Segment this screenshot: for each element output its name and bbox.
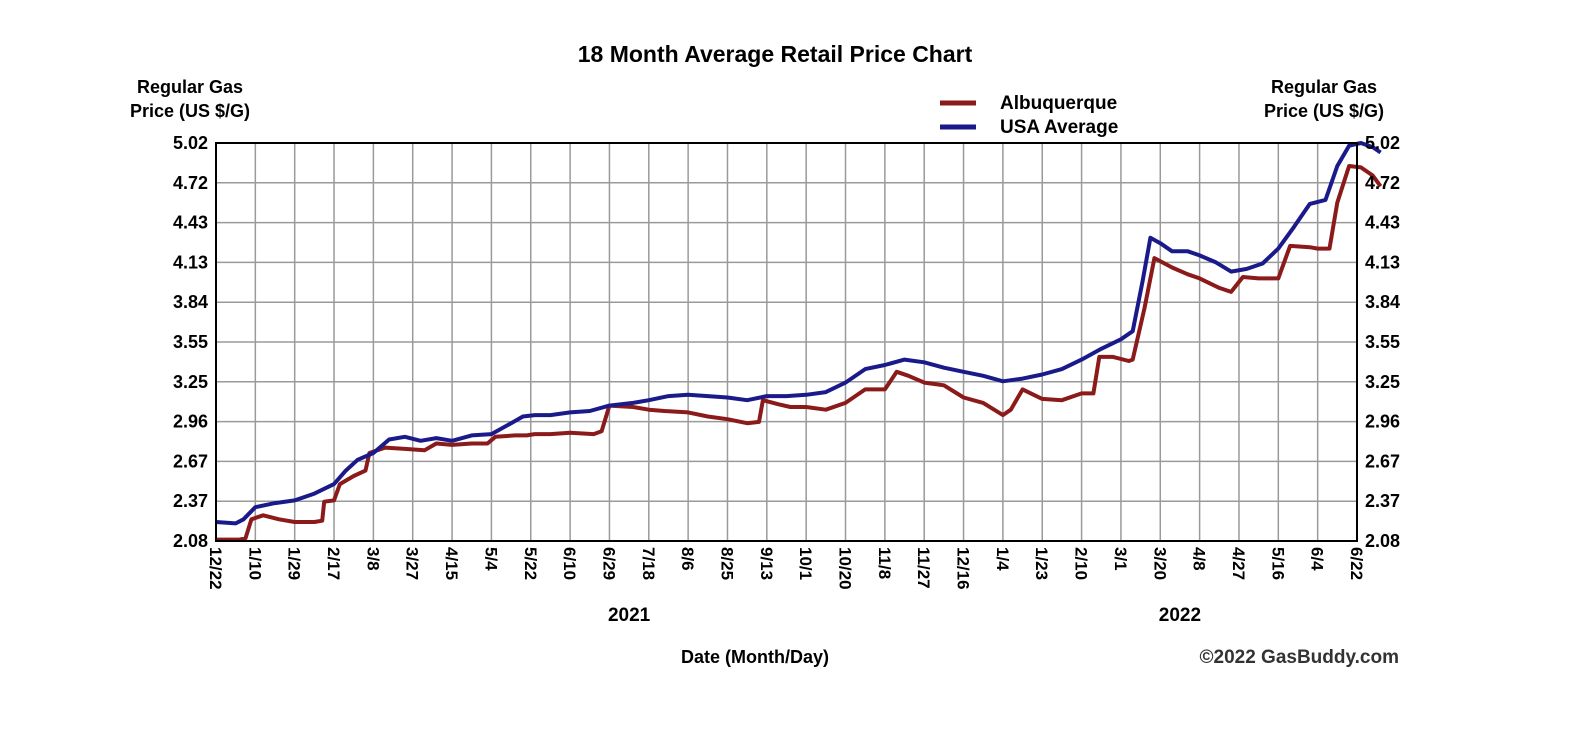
y-tick-label-left: 2.08 [173, 531, 208, 551]
y-tick-label-left: 4.43 [173, 213, 208, 233]
x-tick-label: 5/22 [521, 547, 540, 580]
left-axis-label-line-1: Regular Gas [137, 77, 243, 97]
y-tick-label-right: 3.25 [1365, 372, 1400, 392]
x-tick-label: 2/10 [1072, 547, 1091, 580]
x-tick-label: 3/8 [363, 547, 382, 571]
x-tick-label: 5/16 [1268, 547, 1287, 580]
x-tick-label: 6/4 [1308, 547, 1327, 571]
y-tick-label-left: 3.55 [173, 332, 208, 352]
x-tick-label: 3/20 [1150, 547, 1169, 580]
legend-label-usa-average: USA Average [1000, 117, 1118, 138]
x-ticks: 12/22 1/10 1/29 2/17 3/8 3/27 4/15 5/4 5/22 6/10 6… [206, 547, 1366, 590]
x-axis-label: Date (Month/Day) [681, 647, 829, 667]
series-line-usa-average [215, 141, 1382, 526]
grid [216, 143, 1357, 541]
x-tick-label: 7/18 [639, 547, 658, 580]
y-tick-label-right: 2.67 [1365, 451, 1400, 471]
x-tick-label: 2/17 [324, 547, 343, 580]
x-tick-label: 8/25 [717, 547, 736, 580]
x-tick-label: 4/8 [1190, 547, 1209, 571]
x-tick-label: 1/23 [1032, 547, 1051, 580]
legend: Albuquerque USA Average [940, 93, 1118, 138]
y-tick-label-right: 2.37 [1365, 491, 1400, 511]
left-axis-label-line-2: Price (US $/G) [130, 101, 250, 121]
x-tick-label: 4/27 [1229, 547, 1248, 580]
x-tick-label: 3/27 [403, 547, 422, 580]
year-label: 2022 [1159, 605, 1201, 626]
y-tick-label-left: 3.25 [173, 372, 208, 392]
x-tick-label: 6/22 [1347, 547, 1366, 580]
y-tick-label-right: 2.08 [1365, 531, 1400, 551]
x-tick-label: 12/16 [954, 547, 973, 590]
right-axis-label-line-2: Price (US $/G) [1264, 101, 1384, 121]
y-tick-label-left: 2.67 [173, 451, 208, 471]
x-tick-label: 10/1 [796, 547, 815, 580]
y-tick-label-left: 2.37 [173, 491, 208, 511]
x-tick-label: 3/1 [1111, 547, 1130, 571]
y-tick-label-right: 3.55 [1365, 332, 1400, 352]
y-tick-label-right: 4.72 [1365, 173, 1400, 193]
year-label: 2021 [608, 605, 651, 626]
x-tick-label: 12/22 [206, 547, 225, 590]
y-tick-label-right: 5.02 [1365, 133, 1400, 153]
y-tick-label-left: 5.02 [173, 133, 208, 153]
chart-title: 18 Month Average Retail Price Chart [578, 41, 973, 67]
y-ticks-left: 5.02 4.72 4.43 4.13 3.84 3.55 3.25 2.96 2.67 2.37… [173, 133, 208, 551]
x-tick-label: 1/10 [245, 547, 264, 580]
y-tick-label-right: 4.43 [1365, 213, 1400, 233]
x-tick-label: 5/4 [481, 547, 500, 571]
copyright-credit: ©2022 GasBuddy.com [1200, 647, 1400, 668]
series-lines [215, 141, 1383, 542]
x-tick-label: 1/29 [285, 547, 304, 580]
series-line-albuquerque [216, 164, 1383, 542]
x-tick-label: 4/15 [442, 547, 461, 580]
y-tick-label-right: 2.96 [1365, 412, 1400, 432]
x-tick-label: 6/10 [560, 547, 579, 580]
plot-frame [215, 142, 1358, 542]
x-tick-label: 6/29 [599, 547, 618, 580]
x-tick-label: 1/4 [993, 547, 1012, 571]
y-tick-label-left: 2.96 [173, 412, 208, 432]
x-tick-label: 10/20 [836, 547, 855, 590]
x-tick-label: 8/6 [678, 547, 697, 571]
y-ticks-right: 5.02 4.72 4.43 4.13 3.84 3.55 3.25 2.96 2.67 2.37… [1365, 133, 1400, 551]
x-tick-label: 9/13 [757, 547, 776, 580]
y-tick-label-right: 3.84 [1365, 292, 1400, 312]
y-tick-label-left: 4.13 [173, 252, 208, 272]
right-axis-label-line-1: Regular Gas [1271, 77, 1377, 97]
x-tick-label: 11/8 [875, 547, 894, 579]
x-tick-label: 11/27 [914, 547, 933, 589]
y-tick-label-right: 4.13 [1365, 252, 1400, 272]
y-tick-label-left: 4.72 [173, 173, 208, 193]
y-tick-label-left: 3.84 [173, 292, 208, 312]
legend-label-albuquerque: Albuquerque [1000, 93, 1117, 114]
year-labels: 2021 2022 [608, 605, 1201, 626]
